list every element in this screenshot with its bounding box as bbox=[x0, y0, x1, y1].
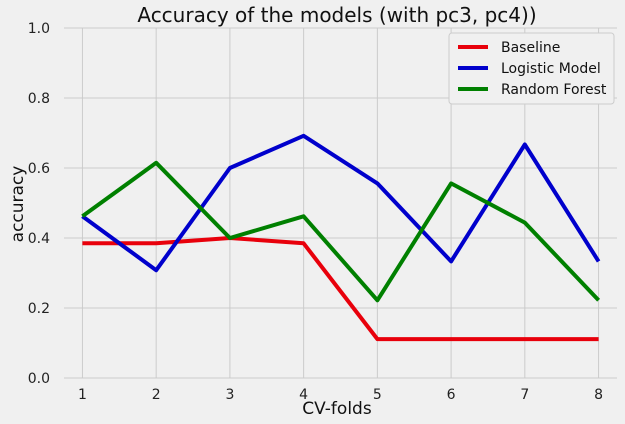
y-tick-label: 1.0 bbox=[28, 21, 50, 37]
legend: Baseline Logistic Model Random Forest bbox=[448, 32, 615, 105]
legend-label: Random Forest bbox=[501, 82, 607, 98]
series-lines bbox=[81, 133, 601, 342]
chart-title: Accuracy of the models (with pc3, pc4)) bbox=[137, 3, 536, 27]
series-line-logistic-model bbox=[81, 133, 601, 273]
y-tick-label: 0.2 bbox=[28, 301, 50, 317]
tick-labels: 1 2 3 4 5 6 7 8 0.0 0.2 0.4 0.6 0.8 1.0 bbox=[28, 21, 603, 403]
series-line-random-forest bbox=[81, 160, 601, 303]
y-axis-label: accuracy bbox=[8, 166, 28, 243]
x-tick-label: 4 bbox=[299, 387, 308, 403]
y-tick-label: 0.6 bbox=[28, 161, 50, 177]
legend-box bbox=[448, 32, 615, 105]
series-line-baseline bbox=[82, 236, 599, 342]
x-tick-label: 2 bbox=[152, 387, 161, 403]
y-tick-label: 0.4 bbox=[28, 231, 50, 247]
legend-label: Baseline bbox=[501, 40, 560, 56]
y-tick-label: 0.0 bbox=[28, 371, 50, 387]
x-tick-label: 5 bbox=[373, 387, 382, 403]
x-axis-label: CV-folds bbox=[302, 399, 372, 419]
x-tick-label: 8 bbox=[594, 387, 603, 403]
x-tick-label: 7 bbox=[520, 387, 529, 403]
x-tick-label: 6 bbox=[447, 387, 456, 403]
y-tick-label: 0.8 bbox=[28, 91, 50, 107]
x-tick-label: 1 bbox=[78, 387, 87, 403]
legend-label: Logistic Model bbox=[501, 61, 601, 77]
x-tick-label: 3 bbox=[225, 387, 234, 403]
